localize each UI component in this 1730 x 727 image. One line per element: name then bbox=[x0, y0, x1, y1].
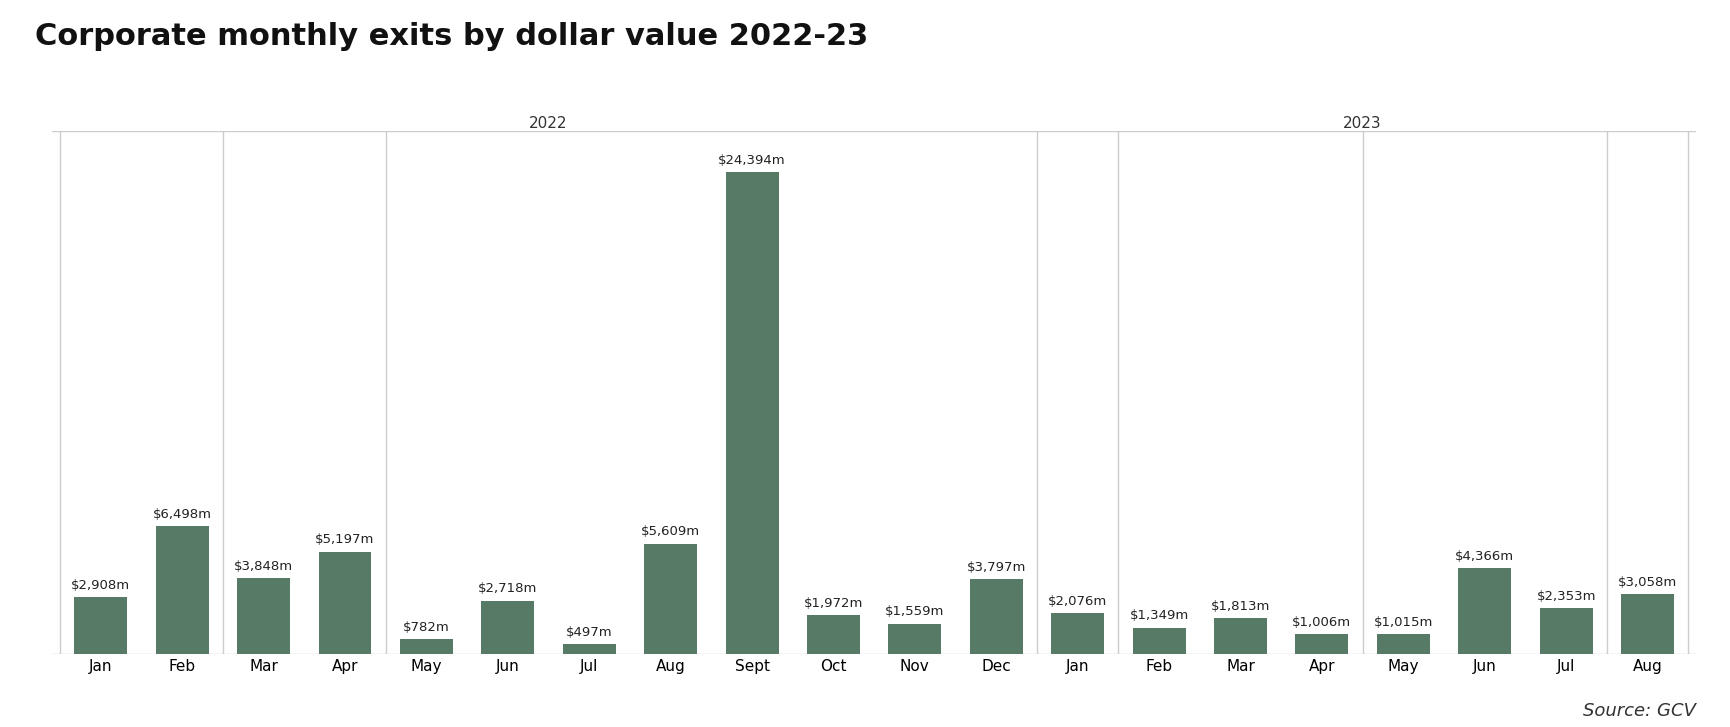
Text: $1,349m: $1,349m bbox=[1128, 609, 1189, 622]
Text: $497m: $497m bbox=[566, 626, 612, 639]
Text: $2,353m: $2,353m bbox=[1536, 590, 1595, 603]
Text: $4,366m: $4,366m bbox=[1455, 550, 1514, 563]
Bar bbox=[644, 544, 697, 654]
Text: Corporate monthly exits by dollar value 2022-23: Corporate monthly exits by dollar value … bbox=[35, 22, 867, 51]
Bar bbox=[1213, 619, 1266, 654]
Text: $2,718m: $2,718m bbox=[477, 582, 538, 595]
Text: $2,076m: $2,076m bbox=[1047, 595, 1107, 608]
Bar bbox=[1619, 594, 1673, 654]
Bar bbox=[1050, 614, 1104, 654]
Bar bbox=[1131, 627, 1185, 654]
Bar bbox=[237, 578, 291, 654]
Bar bbox=[1294, 635, 1348, 654]
Bar bbox=[318, 552, 372, 654]
Bar bbox=[156, 526, 209, 654]
Text: $1,813m: $1,813m bbox=[1209, 601, 1270, 614]
Text: $3,797m: $3,797m bbox=[965, 561, 1026, 574]
Bar bbox=[1375, 634, 1429, 654]
Text: $5,197m: $5,197m bbox=[315, 534, 374, 547]
Bar bbox=[969, 579, 1022, 654]
Bar bbox=[481, 601, 535, 654]
Text: $1,559m: $1,559m bbox=[884, 606, 945, 618]
Text: $1,972m: $1,972m bbox=[803, 597, 863, 610]
Bar bbox=[1457, 568, 1510, 654]
Text: $1,006m: $1,006m bbox=[1292, 616, 1351, 629]
Text: 2022: 2022 bbox=[529, 116, 567, 131]
Text: $3,848m: $3,848m bbox=[234, 560, 292, 573]
Text: $3,058m: $3,058m bbox=[1618, 576, 1676, 589]
Bar bbox=[400, 639, 453, 654]
Bar bbox=[74, 597, 128, 654]
Text: $6,498m: $6,498m bbox=[152, 507, 211, 521]
Bar bbox=[887, 624, 941, 654]
Bar bbox=[806, 615, 860, 654]
Bar bbox=[1538, 608, 1592, 654]
Text: $2,908m: $2,908m bbox=[71, 579, 130, 592]
Text: $5,609m: $5,609m bbox=[640, 526, 701, 538]
Text: $24,394m: $24,394m bbox=[718, 154, 785, 167]
Text: Source: GCV: Source: GCV bbox=[1583, 702, 1695, 720]
Text: 2023: 2023 bbox=[1342, 116, 1381, 131]
Bar bbox=[562, 644, 616, 654]
Bar bbox=[725, 172, 778, 654]
Text: $782m: $782m bbox=[403, 621, 450, 634]
Text: $1,015m: $1,015m bbox=[1374, 616, 1432, 629]
